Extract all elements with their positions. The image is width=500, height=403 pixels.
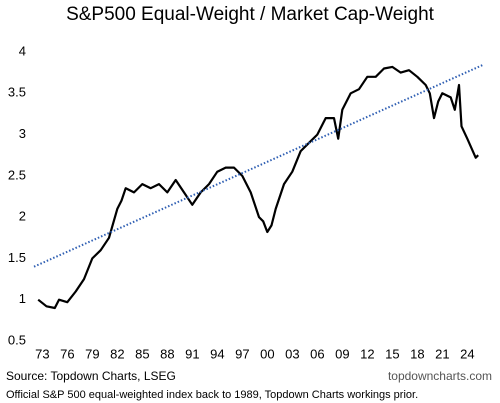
x-tick-label: 09 xyxy=(335,346,349,361)
x-tick-label: 06 xyxy=(310,346,324,361)
x-tick-label: 73 xyxy=(35,346,49,361)
y-tick-label: 3 xyxy=(19,126,26,141)
x-tick-label: 76 xyxy=(60,346,74,361)
x-tick-label: 00 xyxy=(260,346,274,361)
x-tick-label: 79 xyxy=(85,346,99,361)
y-tick-label: 2 xyxy=(19,209,26,224)
x-tick-label: 82 xyxy=(110,346,124,361)
x-tick-label: 24 xyxy=(460,346,474,361)
y-tick-label: 0.5 xyxy=(8,332,26,347)
x-tick-label: 21 xyxy=(435,346,449,361)
source: Source: Topdown Charts, LSEG xyxy=(6,369,176,383)
y-tick-label: 1.5 xyxy=(8,250,26,265)
x-tick-label: 91 xyxy=(185,346,199,361)
trend-line xyxy=(33,63,485,268)
footnote: Official S&P 500 equal-weighted index ba… xyxy=(6,389,418,401)
x-tick-label: 94 xyxy=(210,346,224,361)
y-tick-label: 2.5 xyxy=(8,167,26,182)
x-tick-label: 18 xyxy=(410,346,424,361)
x-tick-label: 03 xyxy=(285,346,299,361)
y-tick-label: 4 xyxy=(19,43,26,58)
data-line xyxy=(37,65,479,310)
x-tick-label: 85 xyxy=(135,346,149,361)
x-tick-label: 97 xyxy=(235,346,249,361)
x-tick-label: 88 xyxy=(160,346,174,361)
chart-title: S&P500 Equal-Weight / Market Cap-Weight xyxy=(66,4,435,25)
website: topdowncharts.com xyxy=(388,369,492,383)
x-tick-label: 12 xyxy=(360,346,374,361)
y-tick-label: 1 xyxy=(19,291,26,306)
y-tick-label: 3.5 xyxy=(8,85,26,100)
x-tick-label: 15 xyxy=(385,346,399,361)
